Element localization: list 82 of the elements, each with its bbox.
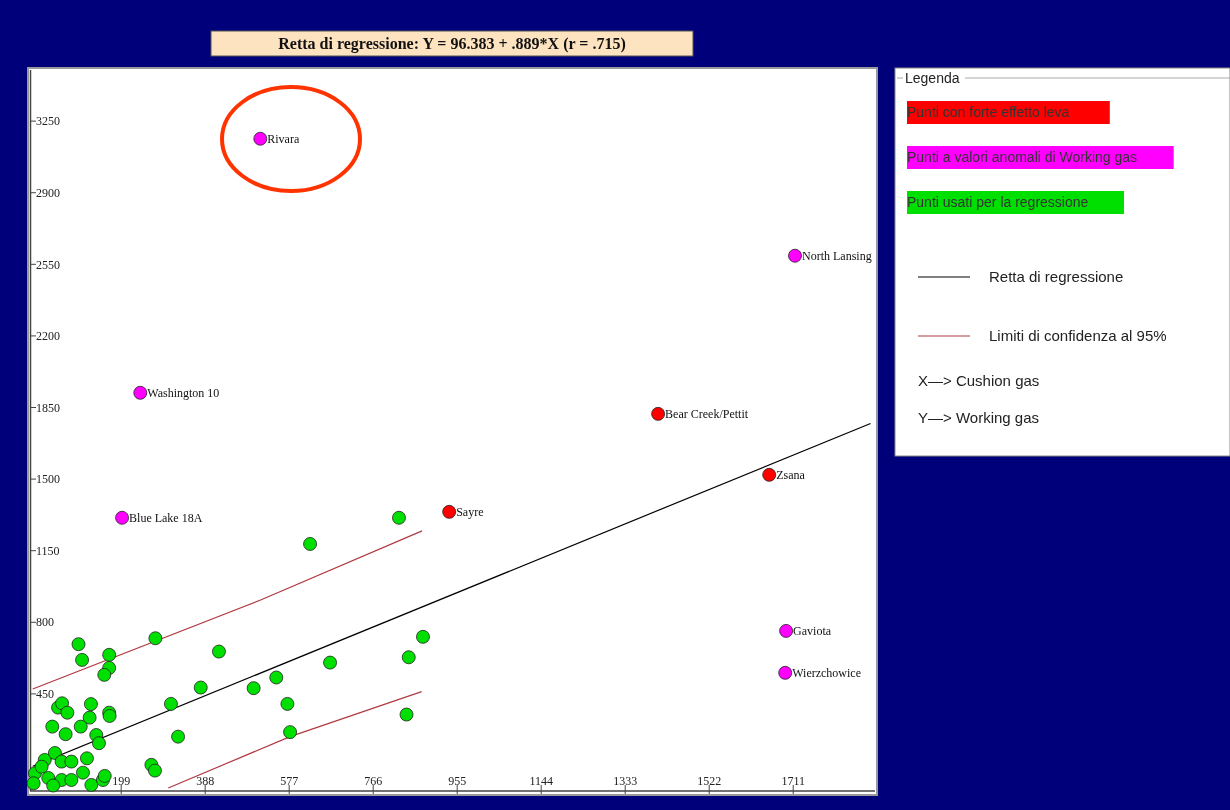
point [76, 765, 90, 780]
point [171, 729, 185, 744]
text: Punti usati per la regressione [907, 194, 1089, 210]
y-tick-label: 2200 [36, 329, 60, 344]
point [193, 680, 208, 695]
point [280, 697, 295, 711]
annotation: Washington 10 [147, 385, 220, 400]
point [64, 773, 79, 787]
x-tick-label: 766 [364, 774, 383, 788]
point [64, 754, 79, 769]
point [778, 665, 793, 680]
y-tick-label: 3250 [36, 114, 60, 129]
point [97, 667, 112, 682]
x-tick-label: 1522 [697, 774, 722, 788]
x-tick-label: 1333 [613, 774, 638, 788]
point [323, 655, 337, 670]
point [399, 707, 414, 722]
point [75, 653, 89, 667]
point [788, 248, 802, 263]
point [71, 637, 86, 652]
point [84, 778, 99, 792]
annotation: Blue Lake 18A [129, 510, 203, 525]
point [212, 644, 226, 659]
point [84, 697, 98, 712]
annotation: Zsana [776, 468, 806, 483]
point [26, 776, 41, 791]
point [133, 385, 148, 400]
x-tick-label: 577 [280, 774, 299, 788]
point [392, 510, 406, 525]
x-tick-label: 1144 [529, 774, 553, 788]
point [102, 647, 117, 662]
point [80, 751, 94, 766]
point [60, 705, 75, 720]
legend-label: Retta di regressione [989, 268, 1124, 285]
legend-title: Legenda [905, 70, 960, 86]
legend-label: Limiti di confidenza al 95% [989, 327, 1167, 344]
point [34, 759, 49, 774]
point [269, 670, 284, 685]
point [416, 629, 430, 644]
y-tick-label: 1150 [36, 543, 60, 558]
point [148, 631, 163, 646]
y-tick-label: 2550 [36, 257, 60, 272]
point [779, 623, 794, 638]
point [651, 406, 665, 421]
point [45, 719, 60, 734]
point [442, 504, 457, 519]
point [164, 697, 178, 711]
y-axis-title: Y—> Working gas [918, 409, 1040, 426]
x-tick-label: 199 [112, 774, 131, 788]
x-tick-label: 955 [448, 774, 467, 788]
x-axis-title: X—> Cushion gas [918, 372, 1040, 389]
point [762, 467, 777, 482]
point [253, 131, 268, 146]
annotation: North Lansing [801, 248, 872, 263]
point [148, 763, 162, 778]
point [246, 681, 261, 696]
text: Punti a valori anomali di Working gas [907, 149, 1138, 165]
annotation: Bear Creek/Pettit [665, 407, 749, 422]
x-tick-label: 1711 [781, 774, 805, 788]
annotation: Gaviota [793, 624, 832, 639]
point [92, 736, 106, 751]
annotation: Wierzchowice [792, 666, 862, 681]
point [73, 719, 88, 734]
text: Punti con forte effetto leva [907, 104, 1070, 120]
point [401, 650, 416, 665]
point [97, 769, 112, 783]
point [46, 778, 61, 793]
point [102, 709, 117, 723]
y-tick-label: 450 [36, 687, 54, 702]
y-tick-label: 1850 [36, 400, 60, 415]
point [283, 725, 297, 740]
point [115, 510, 129, 525]
annotation: Rivara [267, 131, 300, 146]
point [58, 727, 73, 742]
y-tick-label: 2900 [36, 185, 60, 200]
y-tick-label: 1500 [36, 472, 60, 487]
chart-title: Retta di regressione: Y = 96.383 + .889*X (r = .715) [278, 35, 626, 53]
point [303, 537, 317, 551]
y-tick-label: 800 [36, 615, 54, 630]
annotation: Sayre [456, 505, 484, 520]
x-tick-label: 388 [196, 774, 215, 788]
point [82, 710, 97, 725]
